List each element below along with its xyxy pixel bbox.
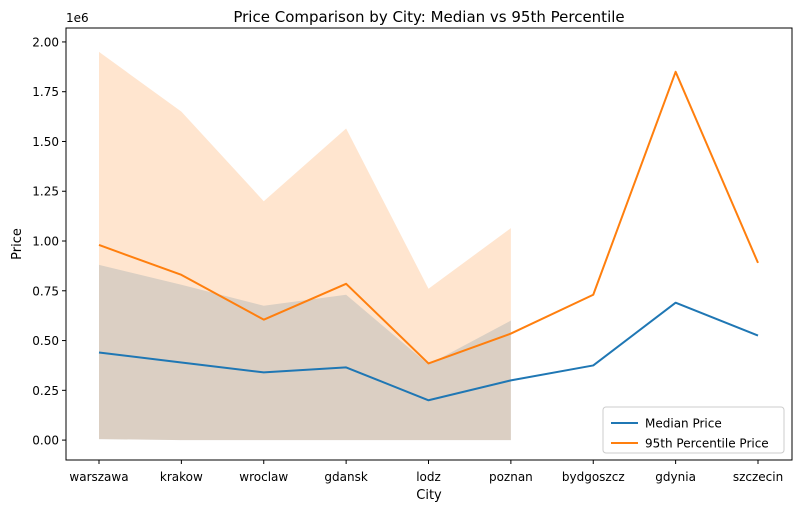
line-95th-percentile-price [98,70,759,365]
series-lines [98,70,759,402]
y-tick-label: 1.00 [32,235,59,249]
y-tick-label: 0.50 [32,334,59,348]
x-tick-label: poznan [489,470,533,484]
x-tick-label: bydgoszcz [562,470,625,484]
y-offset-label: 1e6 [66,11,89,25]
y-tick-label: 1.25 [32,185,59,199]
y-tick-label: 0.75 [32,284,59,298]
y-axis: 0.00 0.25 0.50 0.75 1.00 1.25 1.50 1.75 2.00 [32,35,66,448]
y-tick-label: 2.00 [32,35,59,49]
line-median-price [98,301,759,402]
band-median-price [99,264,511,441]
x-tick-label: warszawa [69,470,128,484]
x-tick-label: wroclaw [239,470,288,484]
chart-title: Price Comparison by City: Median vs 95th… [233,8,624,26]
legend-label: Median Price [645,417,722,431]
y-tick-label: 0.00 [32,434,59,448]
x-tick-label: gdansk [324,470,367,484]
legend: Median Price 95th Percentile Price [602,406,785,454]
y-tick-label: 1.75 [32,85,59,99]
y-tick-label: 0.25 [32,384,59,398]
y-axis-label: Price [10,228,25,260]
x-tick-label: krakow [160,470,203,484]
legend-frame [602,406,785,454]
y-tick-label: 1.50 [32,135,59,149]
x-tick-label: szczecin [733,470,783,484]
x-axis-label: City [416,488,442,503]
x-tick-label: lodz [416,470,441,484]
legend-label: 95th Percentile Price [645,437,769,451]
x-axis: warszawa krakow wroclaw gdansk lodz poznan byd… [69,460,783,484]
x-tick-label: gdynia [655,470,696,484]
